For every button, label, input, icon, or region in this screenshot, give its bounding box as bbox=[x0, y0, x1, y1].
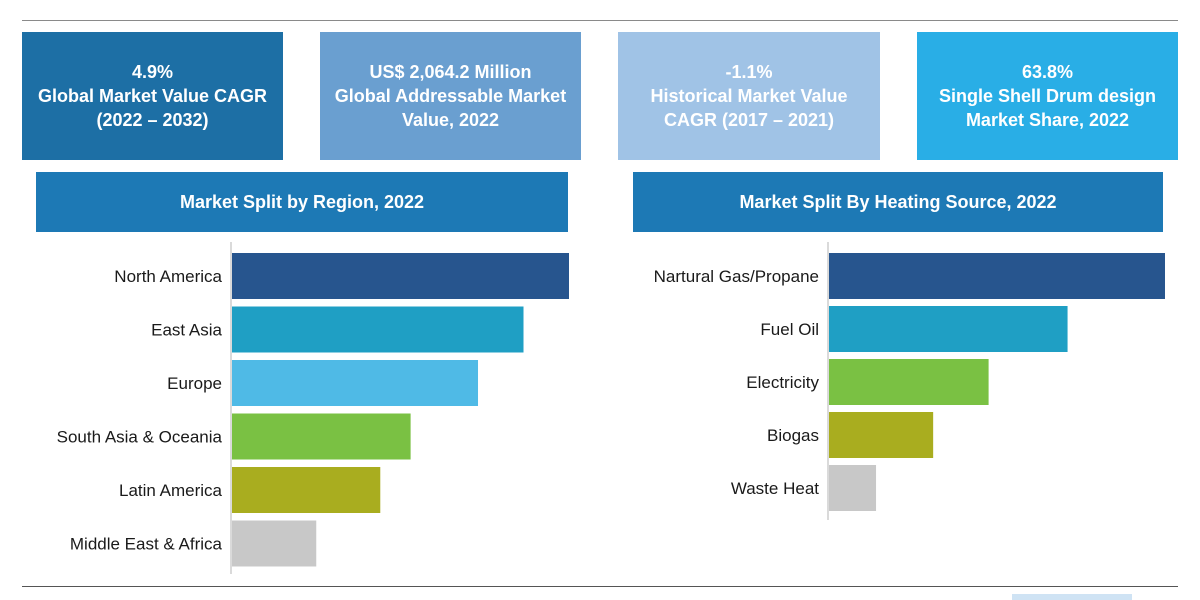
category-label-waste-heat: Waste Heat bbox=[731, 479, 819, 498]
stat-label: Global Market Value CAGR bbox=[37, 86, 268, 106]
bar-europe bbox=[232, 360, 479, 406]
bar-latin-america bbox=[232, 467, 381, 513]
heating-source-bar-chart: Nartural Gas/Propane Fuel Oil Electricity B… bbox=[654, 242, 1165, 520]
stat-label-period: (2022 – 2032) bbox=[96, 110, 209, 130]
bar-waste-heat bbox=[829, 465, 877, 511]
stat-box-historical-cagr: -1.1% Historical Market Value CAGR (2017… bbox=[618, 32, 880, 160]
key-stats-row: 4.9% Global Market Value CAGR (2022 – 20… bbox=[0, 32, 1200, 160]
heating-chart-title: Market Split By Heating Source, 2022 bbox=[633, 172, 1163, 232]
heating-chart-title-text: Market Split By Heating Source, 2022 bbox=[739, 191, 1057, 212]
brand-logo bbox=[1012, 594, 1132, 600]
stat-value: US$ 2,064.2 Million bbox=[369, 62, 532, 82]
bar-middle-east-africa bbox=[232, 520, 317, 567]
stat-box-market-value: US$ 2,064.2 Million Global Addressable M… bbox=[320, 32, 581, 160]
category-label-biogas: Biogas bbox=[767, 426, 819, 445]
stat-box-cagr: 4.9% Global Market Value CAGR (2022 – 20… bbox=[22, 32, 283, 160]
stat-box-market-share: 63.8% Single Shell Drum design Market Sh… bbox=[917, 32, 1178, 160]
bar-south-asia-oceania bbox=[232, 413, 411, 460]
category-label-electricity: Electricity bbox=[746, 373, 819, 392]
stat-label-period: CAGR (2017 – 2021) bbox=[663, 110, 835, 130]
category-label-north-america: North America bbox=[114, 267, 222, 286]
bar-nartural-gas-propane bbox=[829, 253, 1165, 299]
stat-label: Single Shell Drum design bbox=[938, 86, 1157, 106]
category-label-latin-america: Latin America bbox=[119, 481, 223, 500]
bar-biogas bbox=[829, 412, 934, 458]
category-label-nartural-gas-propane: Nartural Gas/Propane bbox=[654, 267, 819, 286]
category-label-europe: Europe bbox=[167, 374, 222, 393]
stat-label-period: Value, 2022 bbox=[401, 110, 500, 130]
category-label-middle-east-africa: Middle East & Africa bbox=[70, 535, 223, 554]
category-label-east-asia: East Asia bbox=[151, 321, 222, 340]
bar-north-america bbox=[232, 253, 569, 299]
category-label-fuel-oil: Fuel Oil bbox=[760, 320, 819, 339]
stat-label: Global Addressable Market bbox=[334, 86, 567, 106]
stat-value: 4.9% bbox=[131, 62, 174, 82]
category-label-south-asia-oceania: South Asia & Oceania bbox=[57, 428, 223, 447]
region-chart-title: Market Split by Region, 2022 bbox=[36, 172, 568, 232]
stat-value: 63.8% bbox=[1021, 62, 1074, 82]
bar-fuel-oil bbox=[829, 306, 1068, 352]
region-chart-title-text: Market Split by Region, 2022 bbox=[179, 191, 425, 212]
top-divider bbox=[22, 20, 1178, 21]
bottom-divider bbox=[22, 586, 1178, 587]
stat-label: Historical Market Value bbox=[650, 86, 848, 106]
bar-east-asia bbox=[232, 306, 524, 353]
region-bar-chart: North America East Asia Europe South Asia &… bbox=[57, 242, 569, 574]
stat-value: -1.1% bbox=[725, 62, 773, 82]
bar-electricity bbox=[829, 359, 989, 405]
stat-label-period: Market Share, 2022 bbox=[965, 110, 1130, 130]
